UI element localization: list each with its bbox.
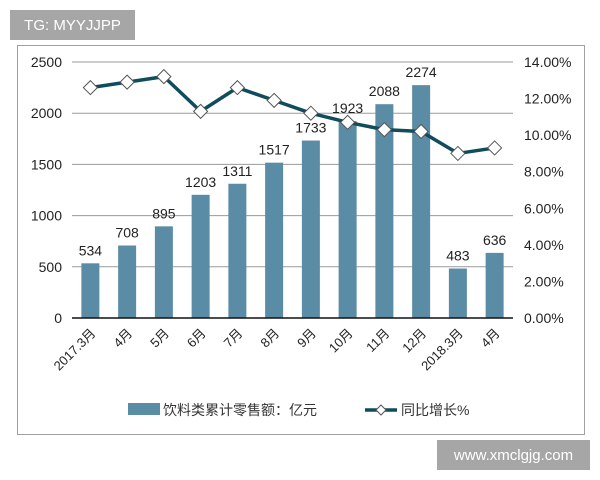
x-axis-label: 9月 xyxy=(294,326,319,351)
watermark-bottom-right: www.xmclgjg.com xyxy=(437,440,590,470)
legend-bar-swatch xyxy=(128,403,160,415)
bar xyxy=(301,140,320,318)
left-axis-tick: 2000 xyxy=(31,105,62,121)
bar-data-label: 895 xyxy=(152,205,176,221)
bar-data-label: 2088 xyxy=(369,83,400,99)
bar xyxy=(338,121,357,318)
line-marker xyxy=(376,121,393,138)
bar-data-label: 1203 xyxy=(185,174,216,190)
line-marker xyxy=(486,140,503,156)
bar-data-label: 708 xyxy=(115,225,139,241)
bar-data-label: 1517 xyxy=(259,142,290,158)
x-axis-label: 4月 xyxy=(478,326,503,351)
bar xyxy=(81,263,100,318)
bar xyxy=(485,252,504,318)
line-marker xyxy=(413,123,429,140)
x-axis-label: 5月 xyxy=(147,326,172,351)
bar-data-label: 1923 xyxy=(332,100,363,116)
x-axis-label: 2017.3月 xyxy=(51,326,99,374)
x-axis-label: 8月 xyxy=(257,326,282,351)
line-marker xyxy=(266,92,282,109)
x-axis-label: 10月 xyxy=(326,326,356,356)
bar xyxy=(265,162,284,318)
right-axis-tick: 2.00% xyxy=(524,273,564,289)
legend-line-label: 同比增长% xyxy=(401,402,469,418)
bar-data-label: 1311 xyxy=(222,163,252,179)
bar-data-label: 2274 xyxy=(406,64,437,80)
right-axis-tick: 10.00% xyxy=(524,127,571,143)
bar-data-label: 534 xyxy=(79,242,103,258)
left-axis-tick: 2500 xyxy=(31,54,62,70)
watermark-top-left: TG: MYYJJPP xyxy=(10,10,135,40)
right-axis-tick: 6.00% xyxy=(524,200,564,216)
right-axis-tick: 12.00% xyxy=(524,91,571,107)
bar xyxy=(191,194,210,318)
bar-data-label: 636 xyxy=(483,232,507,248)
line-marker xyxy=(82,79,99,96)
x-axis-label: 12月 xyxy=(399,326,429,356)
x-axis-label: 7月 xyxy=(221,326,246,351)
line-marker xyxy=(229,79,246,96)
bar xyxy=(228,183,247,318)
left-axis-tick: 1500 xyxy=(31,156,62,172)
line-marker xyxy=(450,145,466,162)
bar xyxy=(154,226,173,318)
line-marker xyxy=(192,103,209,120)
right-axis-tick: 8.00% xyxy=(524,164,564,180)
bar-data-label: 483 xyxy=(446,248,470,264)
bar xyxy=(412,85,431,319)
x-axis-label: 6月 xyxy=(184,326,209,351)
legend-bar-label: 饮料类累计零售额：亿元 xyxy=(163,402,317,418)
line-marker xyxy=(303,105,319,121)
bar xyxy=(118,245,137,318)
right-axis-tick: 14.00% xyxy=(524,54,571,70)
right-axis-tick: 4.00% xyxy=(524,237,564,253)
line-marker xyxy=(156,68,172,85)
bar xyxy=(375,104,394,318)
bar-data-label: 1733 xyxy=(295,120,326,136)
growth-line xyxy=(90,74,495,156)
left-axis-tick: 1000 xyxy=(31,208,62,224)
line-marker xyxy=(119,74,135,90)
left-axis-tick: 0 xyxy=(54,310,62,326)
bar xyxy=(448,268,467,318)
line-marker xyxy=(339,114,356,131)
x-axis-label: 11月 xyxy=(363,326,392,355)
left-axis-tick: 500 xyxy=(39,259,63,275)
right-axis-tick: 0.00% xyxy=(524,310,564,326)
x-axis-label: 4月 xyxy=(110,326,135,351)
legend-line-marker xyxy=(375,404,387,416)
